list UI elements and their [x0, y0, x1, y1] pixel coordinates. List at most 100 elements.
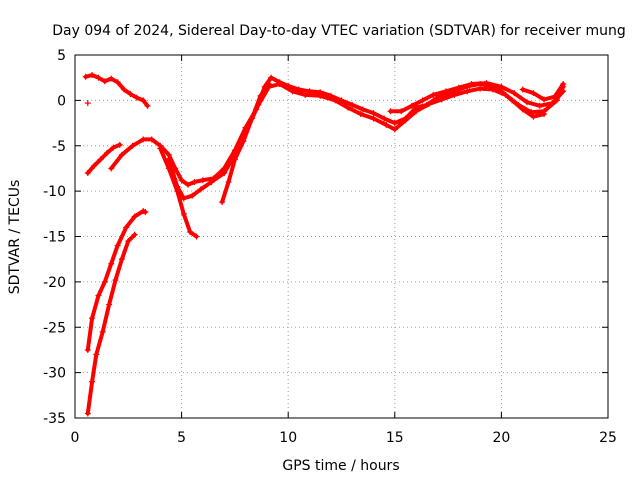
data-point: [121, 86, 128, 93]
data-point: [451, 91, 458, 98]
data-point: [148, 136, 155, 143]
data-point: [464, 88, 471, 95]
data-point: [383, 121, 390, 128]
data-point: [413, 108, 420, 115]
data-point: [483, 80, 490, 87]
data-point: [99, 328, 106, 335]
data-point: [180, 195, 187, 202]
series-isolated-points: [84, 100, 91, 107]
series-line: [85, 209, 148, 352]
data-point: [84, 100, 91, 107]
data-point: [91, 162, 98, 169]
series-arc-left-middle: [84, 141, 123, 176]
x-axis-label: GPS time / hours: [282, 458, 399, 474]
data-point: [344, 104, 351, 111]
data-point: [408, 102, 415, 109]
data-point: [189, 192, 196, 199]
series-line: [83, 73, 150, 108]
data-point: [455, 84, 462, 91]
series-arc-dip-to-15: [157, 145, 200, 240]
data-point: [84, 169, 91, 176]
series-line: [158, 146, 199, 239]
data-point: [349, 101, 356, 108]
data-point: [370, 115, 377, 122]
y-tick-label: -10: [43, 184, 66, 200]
data-point: [112, 277, 119, 284]
data-point: [93, 351, 100, 358]
data-point: [197, 186, 204, 193]
data-point: [108, 260, 115, 267]
data-point: [110, 144, 117, 151]
data-point: [129, 142, 136, 149]
data-point: [536, 102, 543, 109]
data-point: [276, 81, 283, 88]
chart-title: Day 094 of 2024, Sidereal Day-to-day VTE…: [52, 23, 626, 39]
data-point: [118, 256, 125, 263]
data-point: [114, 242, 121, 249]
data-point: [530, 113, 537, 120]
data-point: [515, 101, 522, 108]
data-point: [289, 88, 296, 95]
data-point: [468, 81, 475, 88]
data-point: [498, 83, 505, 90]
data-point: [387, 108, 394, 115]
data-point: [131, 213, 138, 220]
series-arc-late: [387, 80, 567, 115]
series-line: [85, 142, 122, 175]
data-point: [391, 120, 398, 127]
data-point: [370, 110, 377, 117]
y-tick-label: -30: [43, 366, 66, 382]
data-point: [541, 96, 548, 103]
y-ticks: 5 0 -5 -10 -15 -20 -25 -30 -35: [43, 48, 608, 427]
data-point: [95, 74, 102, 81]
x-tick-label: 25: [599, 430, 617, 446]
data-point: [551, 93, 558, 100]
data-point: [257, 92, 264, 99]
data-point: [199, 177, 206, 184]
data-point: [180, 210, 187, 217]
series-arc-left-steep-1: [84, 208, 149, 353]
data-point: [231, 156, 238, 163]
x-tick-label: 15: [386, 430, 404, 446]
data-point: [266, 81, 273, 88]
data-point: [131, 231, 138, 238]
data-point: [541, 108, 548, 115]
data-point: [184, 181, 191, 188]
data-point: [140, 136, 147, 143]
data-point: [225, 179, 232, 186]
data-point: [530, 90, 537, 97]
data-point: [438, 96, 445, 103]
data-point: [419, 97, 426, 104]
data-point: [502, 91, 509, 98]
y-tick-label: -5: [52, 139, 66, 155]
data-point: [381, 115, 388, 122]
data-point: [219, 199, 226, 206]
data-point: [391, 126, 398, 133]
data-point: [101, 278, 108, 285]
y-tick-label: 0: [57, 93, 66, 109]
data-point: [89, 315, 96, 322]
data-point: [114, 79, 121, 86]
data-point: [398, 108, 405, 115]
data-point: [549, 100, 556, 107]
y-tick-label: -15: [43, 230, 66, 246]
data-point: [560, 81, 567, 88]
data-point: [221, 169, 228, 176]
data-point: [116, 141, 123, 148]
data-point: [89, 378, 96, 385]
series-arc-seven: [219, 81, 273, 206]
data-point: [82, 73, 89, 80]
data-point: [402, 117, 409, 124]
data-point: [208, 179, 215, 186]
grid-lines: [75, 55, 608, 418]
data-point: [357, 110, 364, 117]
data-point: [97, 156, 104, 163]
data-point: [477, 85, 484, 92]
data-point: [359, 106, 366, 113]
data-point: [95, 292, 102, 299]
x-tick-label: 10: [279, 430, 297, 446]
data-point: [511, 90, 518, 97]
data-point: [165, 165, 172, 172]
data-point: [248, 115, 255, 122]
